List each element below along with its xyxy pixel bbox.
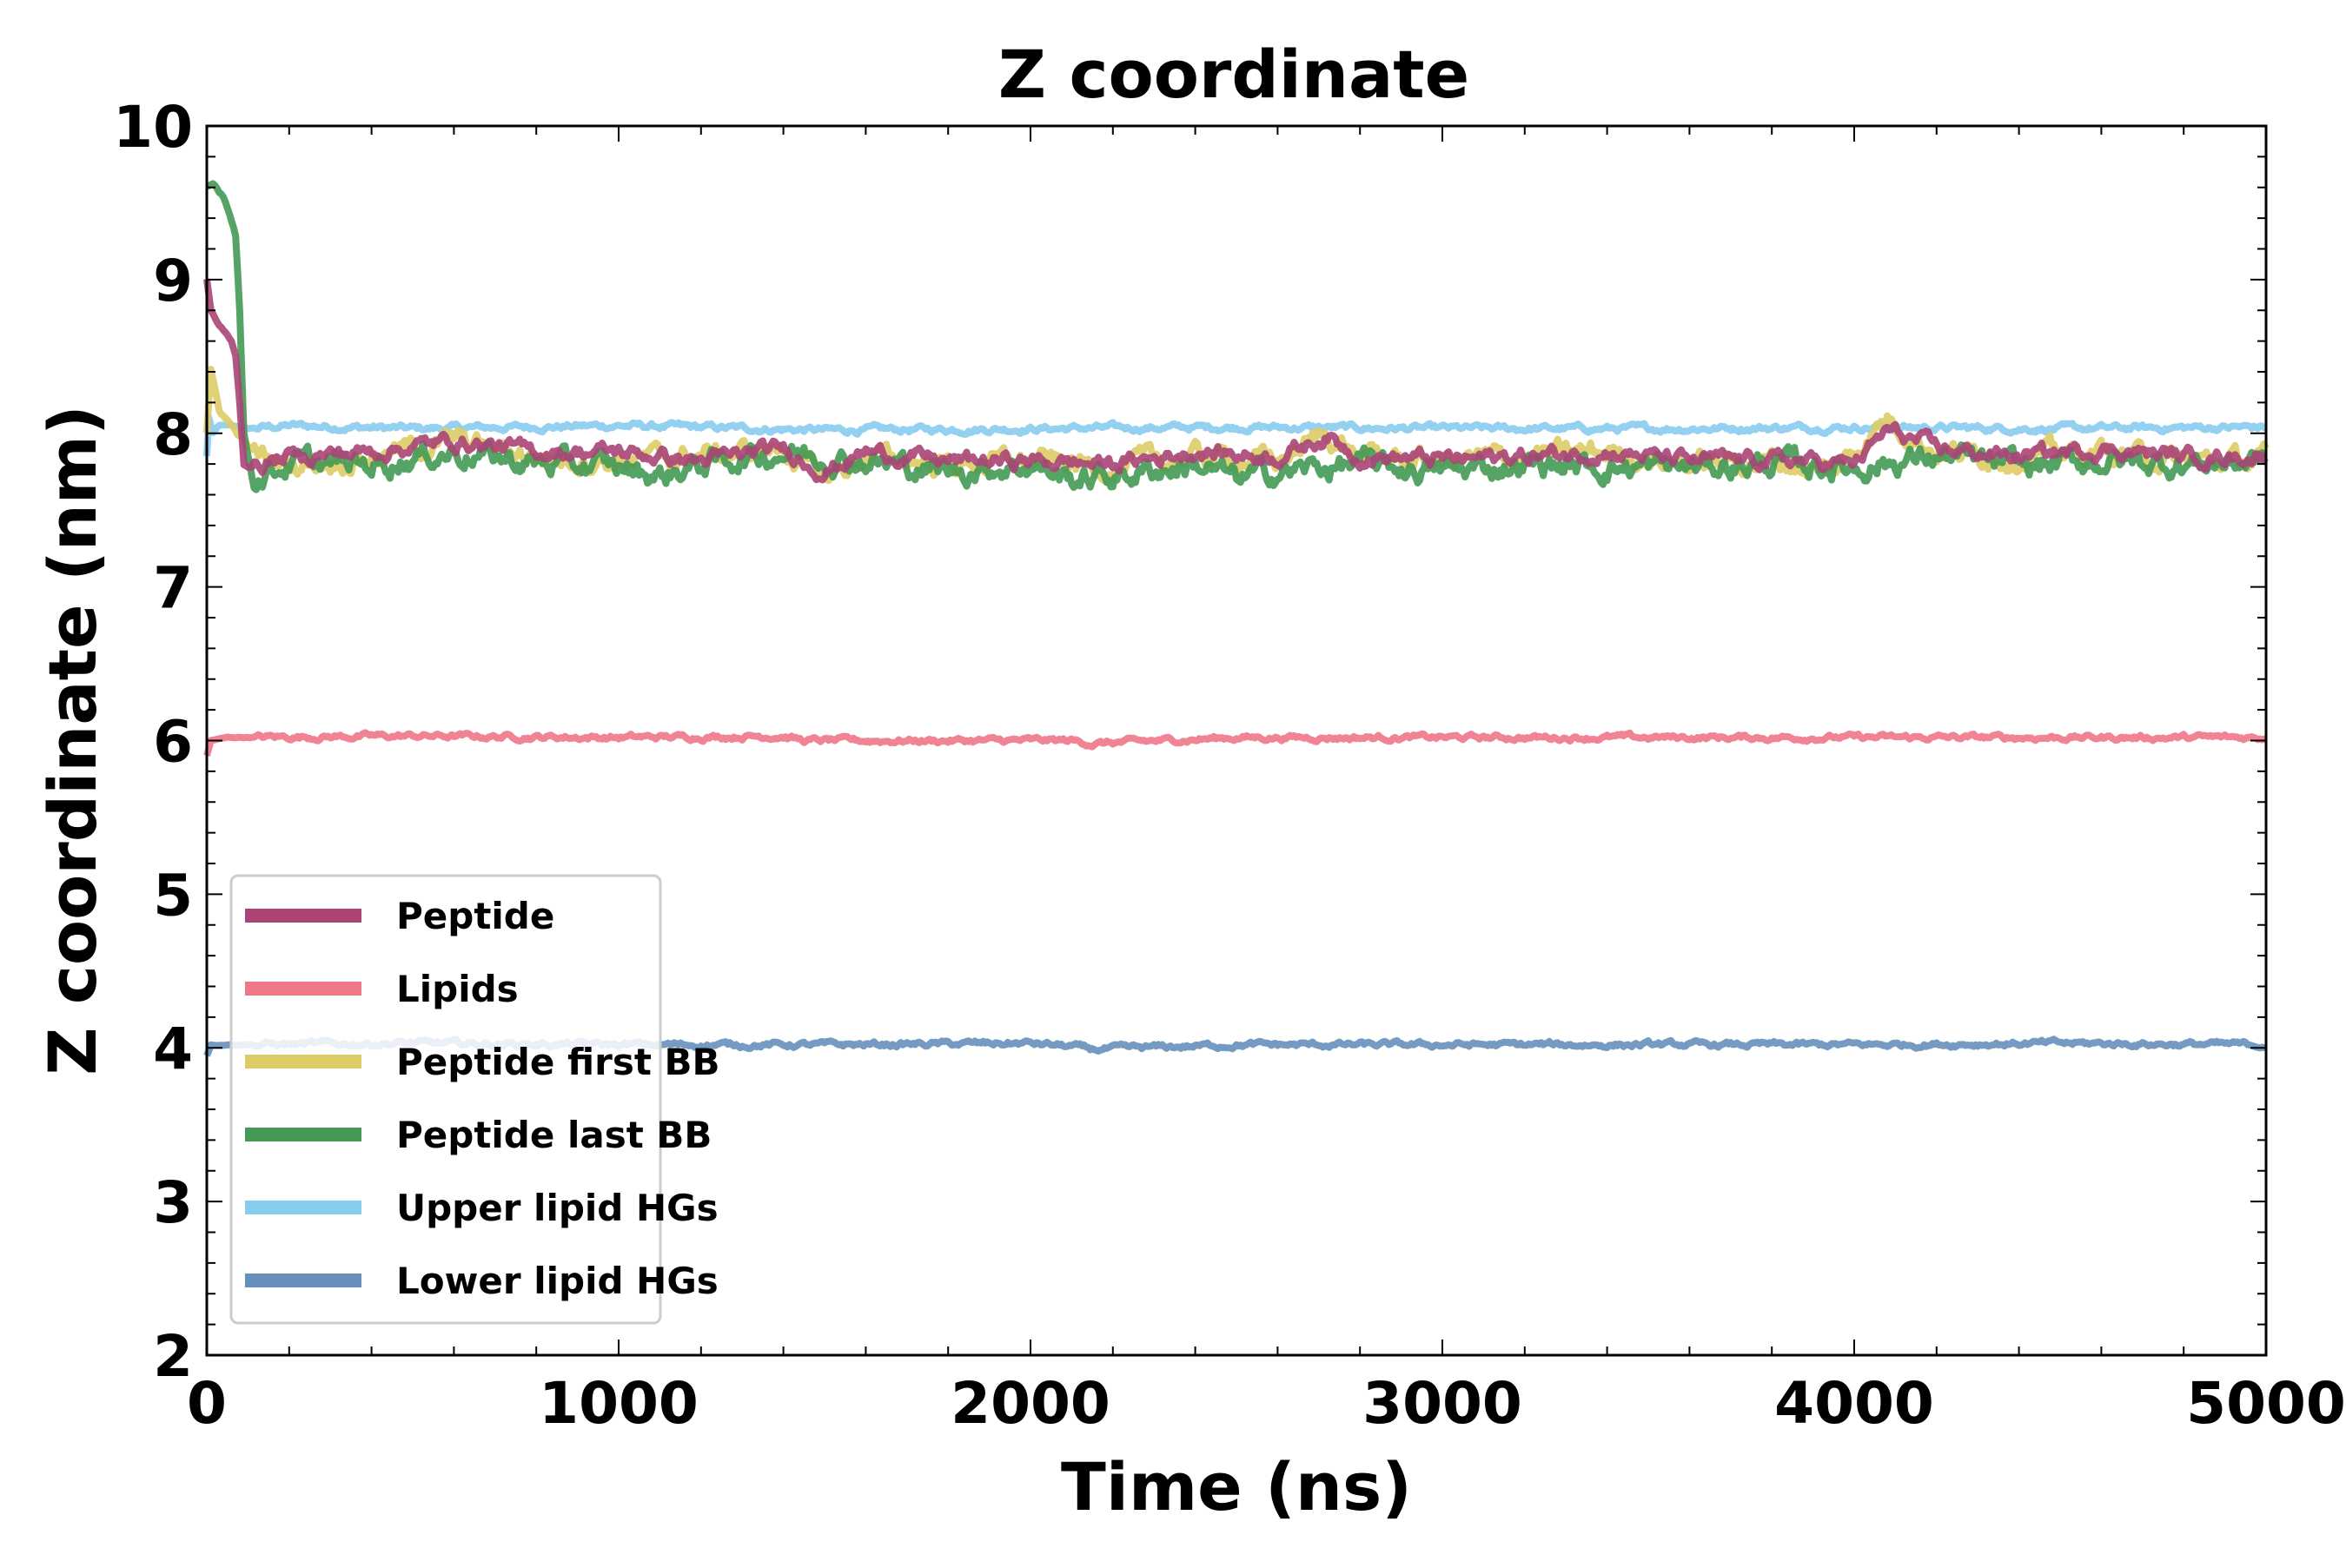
series-line-lipids [203,729,2268,757]
x-tick-label: 5000 [2186,1370,2346,1437]
x-tick-label: 3000 [1362,1370,1522,1437]
y-tick-label: 3 [153,1169,193,1236]
y-tick-label: 8 [153,401,193,468]
legend-box [229,874,662,1325]
legend-entry: Upper lipid HGs [245,1187,719,1229]
legend-label: Lipids [396,968,519,1010]
series-line-upper-lipid-hgs [203,414,2268,457]
y-tick-label: 10 [113,94,193,161]
legend-label: Peptide first BB [396,1041,720,1083]
legend-entry: Peptide [245,895,554,937]
y-tick-label: 6 [153,709,193,776]
x-tick-label: 1000 [539,1370,699,1437]
y-axis-label: Z coordinate (nm) [34,405,111,1075]
series-line-peptide [203,278,2269,484]
series-line-peptide-last-bb [205,180,2268,493]
legend-entry: Lipids [245,968,519,1010]
y-tick-label: 4 [153,1016,193,1082]
legend-entry: Lower lipid HGs [245,1260,719,1302]
legend-label: Peptide last BB [396,1114,712,1156]
legend-entry: Peptide first BB [245,1041,720,1083]
legend: Peptide Lipids Peptide first BB Peptide las… [229,874,720,1325]
x-tick-label: 2000 [951,1370,1110,1437]
x-tick-label: 0 [187,1370,227,1437]
x-tick-label: 4000 [1774,1370,1934,1437]
x-axis-label: Time (ns) [1061,1448,1412,1525]
legend-label: Upper lipid HGs [396,1187,719,1229]
plot-frame [205,124,2268,1357]
legend-label: Peptide [396,895,554,937]
legend-entry: Peptide last BB [245,1114,712,1156]
y-tick-label: 7 [153,555,193,622]
chart-title: Z coordinate [998,36,1469,113]
legend-label: Lower lipid HGs [396,1260,719,1302]
y-tick-label: 5 [153,862,193,929]
ticks-layer: 0 1000 2000 3000 4000 5000 2 3 4 5 6 7 8 9 10 [113,94,2346,1437]
y-tick-label: 9 [153,248,193,314]
y-tick-label: 2 [153,1323,193,1390]
